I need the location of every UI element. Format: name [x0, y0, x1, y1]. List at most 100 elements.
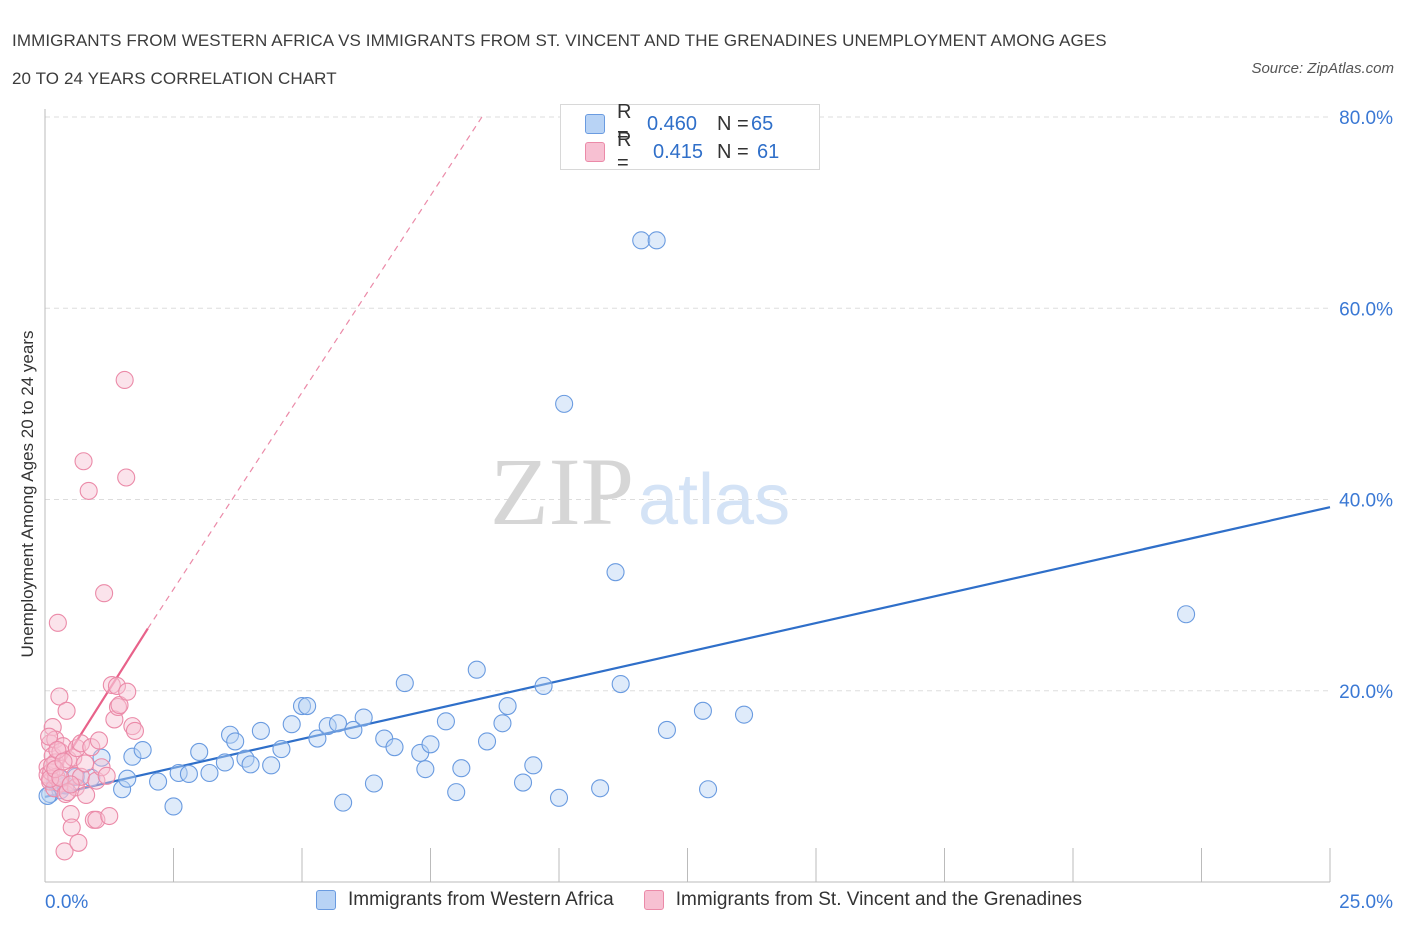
source-credit: Source: ZipAtlas.com	[1251, 60, 1394, 77]
legend-n-label: N =	[717, 140, 749, 163]
legend-label-western-africa: Immigrants from Western Africa	[348, 889, 614, 910]
point-st-vincent	[107, 676, 127, 696]
point-st-vincent	[89, 731, 109, 750]
tick-labels: 20.0% 40.0% 60.0% 80.0% 0.0% 25.0%	[45, 108, 1393, 913]
point-st-vincent	[71, 767, 91, 786]
point-western-africa	[493, 714, 512, 733]
point-st-vincent	[76, 754, 95, 773]
point-western-africa	[555, 394, 574, 413]
point-western-africa	[657, 720, 676, 740]
point-st-vincent	[54, 752, 73, 771]
point-western-africa	[38, 786, 57, 805]
point-western-africa	[318, 717, 337, 736]
point-st-vincent	[87, 771, 106, 790]
point-st-vincent	[102, 675, 121, 695]
point-western-africa	[164, 797, 183, 816]
point-western-africa	[200, 763, 219, 783]
legend-r-label: R =	[617, 129, 632, 174]
legend-r-value: 0.460	[647, 112, 698, 135]
point-st-vincent	[57, 701, 76, 720]
point-western-africa	[241, 755, 260, 774]
legend-item-st-vincent[interactable]: Immigrants from St. Vincent and the Gren…	[643, 889, 1082, 911]
point-western-africa	[385, 738, 404, 757]
point-st-vincent	[40, 727, 59, 746]
point-western-africa	[123, 747, 142, 766]
legend-r-value: 0.415	[653, 140, 704, 163]
point-western-africa	[364, 774, 384, 793]
legend-n-label: N =	[717, 112, 749, 135]
point-st-vincent	[125, 721, 144, 740]
legend-n-value: 61	[757, 140, 780, 163]
legend-swatch-pink	[643, 890, 664, 910]
point-western-africa	[179, 764, 198, 783]
point-st-vincent	[71, 734, 91, 753]
legend-item-western-africa[interactable]: Immigrants from Western Africa	[316, 889, 614, 911]
point-western-africa	[215, 753, 234, 772]
point-western-africa	[498, 696, 517, 716]
point-st-vincent	[69, 833, 88, 852]
point-western-africa	[298, 696, 317, 716]
point-western-africa	[395, 674, 414, 693]
point-western-africa	[416, 760, 435, 779]
point-st-vincent	[117, 468, 136, 487]
point-western-africa	[467, 660, 486, 679]
trend-line-extended-st-vincent	[147, 116, 483, 629]
point-western-africa	[452, 759, 471, 778]
point-st-vincent	[48, 613, 67, 632]
point-western-africa	[1177, 605, 1196, 624]
point-western-africa	[272, 740, 291, 759]
point-st-vincent	[61, 805, 80, 824]
chart-title: IMMIGRANTS FROM WESTERN AFRICA VS IMMIGR…	[12, 22, 1252, 98]
chart-title-line-2: 20 TO 24 YEARS CORRELATION CHART	[12, 69, 337, 88]
point-western-africa	[328, 714, 348, 733]
trend-line-western-africa	[44, 506, 1331, 798]
point-st-vincent	[110, 696, 129, 715]
legend-n-value: 65	[751, 112, 774, 135]
point-western-africa	[113, 780, 132, 799]
point-st-vincent	[77, 785, 96, 805]
x-tick-label-min: 0.0%	[45, 892, 88, 913]
point-western-africa	[292, 696, 312, 716]
point-western-africa	[734, 705, 754, 724]
point-st-vincent	[97, 766, 116, 785]
point-western-africa	[534, 676, 553, 696]
point-western-africa	[549, 788, 569, 807]
legend-swatch-pink	[585, 142, 605, 162]
data-points	[38, 231, 1196, 861]
point-western-africa	[611, 675, 630, 694]
point-st-vincent	[115, 370, 134, 390]
point-western-africa	[421, 735, 440, 754]
point-st-vincent	[48, 740, 67, 760]
point-western-africa	[647, 231, 666, 250]
point-western-africa	[606, 563, 625, 582]
point-western-africa	[149, 772, 168, 791]
point-st-vincent	[64, 748, 83, 767]
chart-title-line-1: IMMIGRANTS FROM WESTERN AFRICA VS IMMIGR…	[12, 31, 1107, 50]
point-st-vincent	[62, 818, 81, 837]
point-western-africa	[133, 740, 152, 760]
point-western-africa	[236, 749, 255, 768]
x-tick-label-max: 25.0%	[1339, 892, 1393, 913]
point-western-africa	[308, 729, 327, 748]
point-western-africa	[354, 708, 373, 727]
point-st-vincent	[79, 481, 98, 500]
legend-swatch-blue	[316, 890, 336, 910]
legend-r-label: R =	[617, 101, 632, 146]
point-western-africa	[436, 712, 455, 731]
watermark-atlas: atlas	[638, 460, 790, 540]
point-western-africa	[693, 701, 712, 720]
point-st-vincent	[50, 687, 69, 706]
legend-label-st-vincent: Immigrants from St. Vincent and the Gren…	[675, 889, 1082, 910]
series-legend: Immigrants from Western Africa Immigrant…	[316, 889, 1112, 911]
y-tick-label: 60.0%	[1339, 299, 1393, 320]
point-st-vincent	[118, 682, 137, 701]
point-st-vincent	[74, 452, 93, 471]
y-tick-label: 40.0%	[1339, 491, 1393, 512]
legend-row-st-vincent: R = 0.415 N = 61	[585, 129, 780, 174]
point-st-vincent	[95, 584, 114, 603]
point-western-africa	[282, 715, 301, 734]
point-western-africa	[226, 732, 245, 751]
point-western-africa	[344, 720, 363, 740]
correlation-legend: R = 0.460 N = 65 R = 0.415 N = 61	[560, 101, 820, 174]
